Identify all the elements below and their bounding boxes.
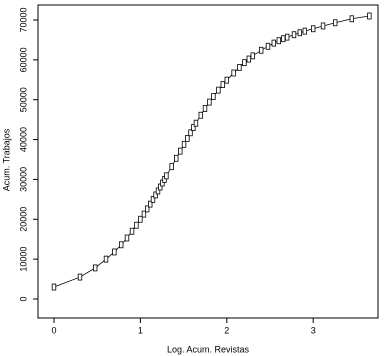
- data-point: [242, 59, 247, 67]
- data-point: [246, 55, 252, 63]
- x-axis-label: Log. Acum. Revistas: [167, 344, 250, 354]
- data-line: [53, 15, 370, 288]
- data-point: [281, 35, 286, 43]
- data-point: [77, 273, 83, 281]
- data-point: [103, 255, 109, 263]
- data-point: [148, 200, 153, 208]
- data-point: [181, 140, 187, 148]
- data-point: [119, 241, 124, 249]
- y-tick-label: 60000: [18, 47, 28, 72]
- data-point: [237, 64, 242, 71]
- data-point: [258, 46, 264, 54]
- x-tick-label: 2: [224, 325, 229, 335]
- y-tick-label: 50000: [18, 87, 28, 112]
- data-point: [276, 37, 282, 45]
- x-tick-label: 1: [138, 325, 143, 335]
- data-point: [153, 191, 158, 199]
- data-point: [185, 134, 190, 142]
- plot-frame: [37, 4, 379, 319]
- data-point: [178, 147, 183, 155]
- data-point: [284, 33, 290, 41]
- data-point: [231, 69, 236, 77]
- data-point: [51, 283, 57, 291]
- data-point: [211, 93, 216, 100]
- data-point: [174, 154, 179, 162]
- data-point: [138, 215, 143, 223]
- x-tick-label: 3: [311, 325, 316, 335]
- data-point: [92, 264, 98, 272]
- data-point: [216, 86, 221, 94]
- data-point: [150, 195, 156, 203]
- data-point: [297, 29, 303, 37]
- data-point: [155, 187, 161, 195]
- y-tick-label: 0: [18, 296, 28, 301]
- data-point: [271, 39, 276, 47]
- data-point: [129, 227, 135, 235]
- data-point: [202, 105, 208, 112]
- data-point: [265, 42, 271, 50]
- y-tick-label: 20000: [18, 207, 28, 232]
- data-point: [198, 111, 203, 119]
- data-point: [333, 19, 338, 27]
- y-tick-label: 40000: [18, 127, 28, 152]
- data-point: [134, 221, 139, 229]
- data-point: [250, 52, 256, 60]
- data-point: [169, 163, 174, 171]
- data-point: [145, 205, 150, 213]
- data-point: [302, 27, 308, 35]
- data-point: [207, 98, 212, 106]
- data-point: [124, 234, 130, 242]
- x-tick-label: 0: [51, 325, 56, 335]
- data-point: [164, 172, 169, 180]
- y-axis-label: Acum. Trabajos: [1, 128, 11, 191]
- data-point: [112, 248, 117, 256]
- data-point: [349, 15, 355, 23]
- y-tick-label: 30000: [18, 167, 28, 192]
- data-point: [220, 81, 226, 88]
- data-point: [191, 124, 196, 132]
- data-point: [291, 31, 297, 39]
- y-tick-label: 70000: [18, 7, 28, 32]
- data-point: [193, 119, 199, 127]
- data-point: [367, 12, 372, 20]
- data-point: [320, 22, 326, 30]
- data-point: [141, 210, 147, 218]
- y-tick-label: 10000: [18, 247, 28, 272]
- data-point: [188, 129, 193, 137]
- data-point: [224, 76, 229, 84]
- data-point: [310, 25, 316, 33]
